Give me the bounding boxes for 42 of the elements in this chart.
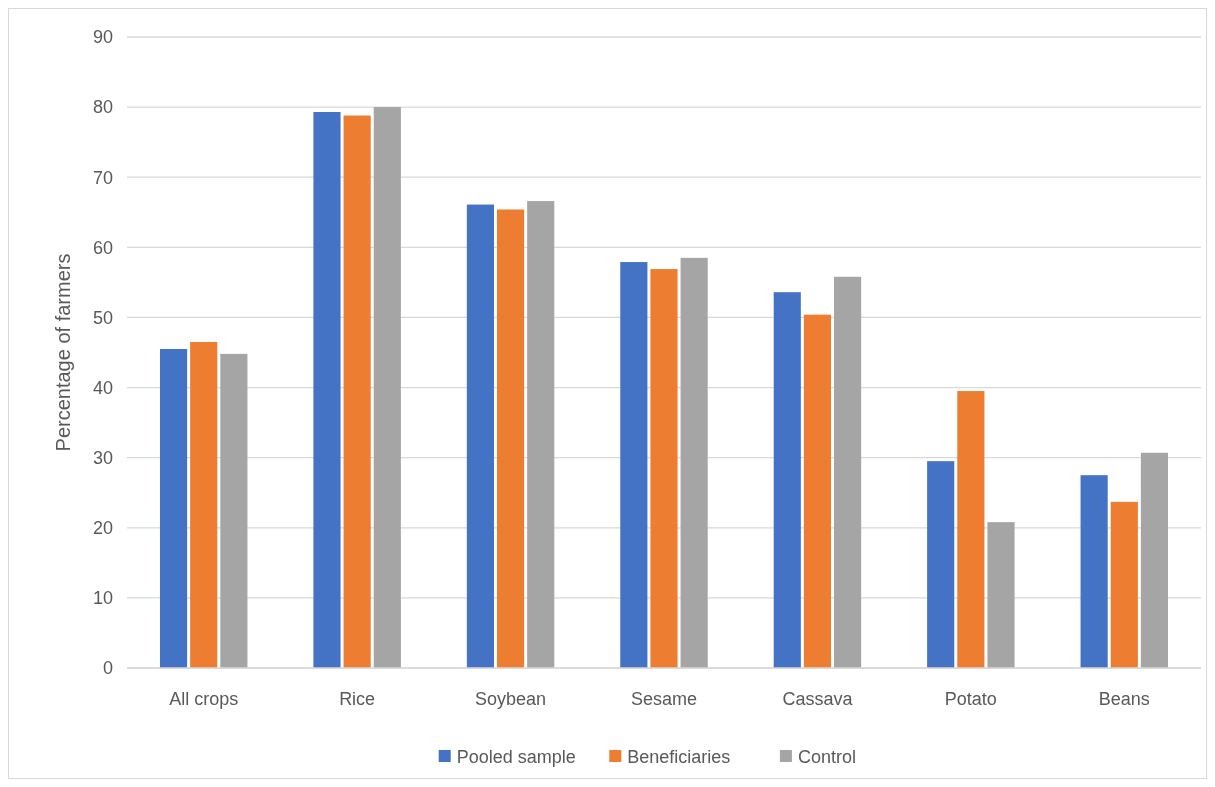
x-tick-label: Soybean: [475, 689, 547, 709]
y-tick-label: 10: [92, 588, 113, 609]
y-tick-label: 30: [92, 447, 113, 468]
y-tick-label: 40: [92, 377, 113, 398]
legend-label: Beneficiaries: [627, 747, 731, 768]
bar: [803, 314, 831, 668]
bar: [343, 115, 371, 668]
bar: [1140, 452, 1169, 668]
bar: [466, 204, 494, 668]
bar: [620, 262, 648, 668]
bar: [957, 391, 985, 668]
y-tick-label: 0: [102, 658, 113, 679]
x-tick-label: Rice: [339, 689, 376, 709]
bar: [927, 461, 955, 668]
y-tick-label: 70: [92, 167, 113, 188]
x-tick-label: Beans: [1098, 689, 1150, 709]
bar: [159, 348, 188, 668]
y-tick-label: 90: [92, 27, 113, 48]
bar: [773, 292, 801, 668]
bar: [313, 112, 341, 668]
bar: [497, 209, 525, 668]
legend-label: Control: [797, 747, 856, 768]
x-tick-label: Sesame: [630, 689, 698, 709]
y-tick-label: 20: [92, 518, 113, 539]
bar: [1080, 475, 1108, 668]
x-tick-label: Cassava: [782, 689, 854, 709]
bar: [680, 257, 708, 668]
bar: [190, 341, 218, 668]
bar: [527, 201, 555, 668]
bar: [834, 276, 862, 668]
legend-label: Pooled sample: [456, 747, 576, 768]
x-tick-label: Potato: [944, 689, 997, 709]
y-tick-label: 50: [92, 307, 113, 328]
bar: [987, 522, 1015, 668]
bar: [650, 269, 678, 668]
bar: [373, 107, 401, 668]
y-tick-label: 80: [92, 97, 113, 118]
y-axis-title: Percentage of farmers: [52, 253, 74, 452]
x-tick-label: All crops: [169, 689, 239, 709]
y-tick-label: 60: [92, 237, 113, 258]
bar: [1110, 501, 1138, 668]
bar: [220, 353, 248, 668]
